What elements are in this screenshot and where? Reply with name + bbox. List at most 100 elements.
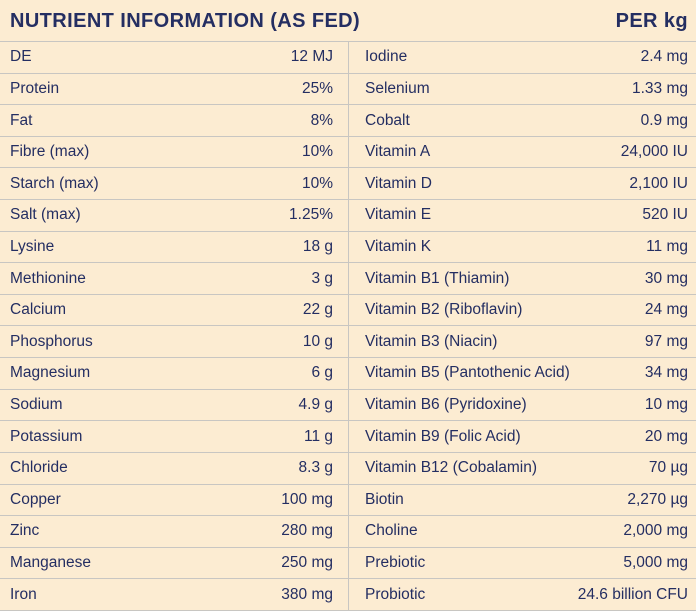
nutrient-label: Iodine <box>365 48 408 66</box>
nutrient-label: Prebiotic <box>365 554 426 572</box>
nutrient-value: 25% <box>301 79 333 97</box>
table-row: Fibre (max) 10% <box>0 137 348 169</box>
nutrient-label: Selenium <box>365 79 430 97</box>
nutrient-value: 20 mg <box>644 427 688 445</box>
table-row: Manganese 250 mg <box>0 548 348 580</box>
nutrient-label: Vitamin A <box>365 143 431 161</box>
nutrient-value: 12 MJ <box>290 48 333 66</box>
nutrient-table-right-column: Iodine 2.4 mg Selenium 1.33 mg Cobalt 0.9 mg V… <box>348 42 696 611</box>
table-row: Salt (max) 1.25% <box>0 200 348 232</box>
panel-header: NUTRIENT INFORMATION (AS FED) PER kg <box>0 0 696 41</box>
table-row: Vitamin A 24,000 IU <box>349 137 696 169</box>
nutrient-value: 8.3 g <box>298 459 333 477</box>
table-row: Iodine 2.4 mg <box>349 42 696 74</box>
nutrient-value: 1.25% <box>289 206 333 224</box>
nutrient-value: 10 g <box>302 332 333 350</box>
nutrient-value: 2,100 IU <box>629 174 688 192</box>
nutrient-value: 10% <box>301 174 333 192</box>
nutrient-table-left-column: DE 12 MJ Protein 25% Fat 8% Fibre (max) 10% Star… <box>0 42 348 611</box>
nutrient-value: 10% <box>301 143 333 161</box>
table-row: Biotin 2,270 µg <box>349 485 696 517</box>
nutrient-label: Salt (max) <box>10 206 81 224</box>
nutrient-label: Manganese <box>10 554 92 572</box>
nutrient-label: Phosphorus <box>10 332 93 350</box>
table-row: Magnesium 6 g <box>0 358 348 390</box>
nutrient-label: Choline <box>365 522 418 540</box>
table-row: Lysine 18 g <box>0 232 348 264</box>
nutrient-value: 11 g <box>303 427 333 445</box>
nutrient-label: Sodium <box>10 396 63 413</box>
nutrient-value: 1.33 mg <box>631 79 688 97</box>
nutrient-label: Biotin <box>365 490 404 508</box>
table-row: Cobalt 0.9 mg <box>349 105 696 137</box>
nutrient-value: 5,000 mg <box>623 554 688 572</box>
nutrient-label: DE <box>10 48 32 66</box>
table-row: Starch (max) 10% <box>0 168 348 201</box>
nutrient-value: 3 g <box>311 269 333 287</box>
per-kg-unit-label: PER kg <box>615 10 688 32</box>
table-row: Vitamin B3 (Niacin) 97 mg <box>349 326 696 359</box>
nutrient-value: 34 mg <box>644 364 688 382</box>
panel-title: NUTRIENT INFORMATION (AS FED) <box>10 10 361 32</box>
nutrient-value: 380 mg <box>281 585 333 603</box>
table-row: DE 12 MJ <box>0 42 348 74</box>
table-row: Vitamin B1 (Thiamin) 30 mg <box>349 263 696 295</box>
nutrient-label: Iron <box>10 585 37 603</box>
nutrient-label: Cobalt <box>365 111 410 129</box>
nutrient-value: 2,000 mg <box>623 522 688 540</box>
nutrient-label: Lysine <box>10 237 55 255</box>
nutrient-label: Fibre (max) <box>10 143 90 161</box>
nutrient-label: Vitamin B1 (Thiamin) <box>365 269 510 287</box>
table-row: Potassium 11 g <box>0 421 348 453</box>
table-row: Probiotic 24.6 billion CFU <box>349 579 696 611</box>
nutrient-value: 10 mg <box>644 396 688 413</box>
nutrient-label: Methionine <box>10 269 86 287</box>
table-row: Zinc 280 mg <box>0 516 348 548</box>
nutrient-label: Vitamin E <box>365 206 432 224</box>
nutrient-label: Vitamin D <box>365 174 432 192</box>
table-row: Vitamin D 2,100 IU <box>349 168 696 201</box>
table-row: Prebiotic 5,000 mg <box>349 548 696 580</box>
nutrient-label: Vitamin B3 (Niacin) <box>365 332 498 350</box>
nutrient-value: 2.4 mg <box>640 48 688 66</box>
table-row: Protein 25% <box>0 74 348 106</box>
table-row: Copper 100 mg <box>0 485 348 517</box>
nutrient-label: Starch (max) <box>10 174 99 192</box>
nutrient-label: Probiotic <box>365 585 426 603</box>
nutrient-value: 24.6 billion CFU <box>577 585 688 603</box>
table-row: Choline 2,000 mg <box>349 516 696 548</box>
table-row: Selenium 1.33 mg <box>349 74 696 106</box>
nutrient-label: Potassium <box>10 427 83 445</box>
nutrient-value: 2,270 µg <box>627 490 688 508</box>
nutrient-label: Vitamin B2 (Riboflavin) <box>365 301 523 319</box>
nutrient-label: Copper <box>10 490 61 508</box>
nutrient-label: Fat <box>10 111 33 129</box>
nutrient-label: Chloride <box>10 459 68 477</box>
nutrient-label: Calcium <box>10 301 66 319</box>
nutrient-label: Vitamin B12 (Cobalamin) <box>365 459 538 477</box>
nutrient-value: 70 µg <box>648 459 688 477</box>
nutrient-value: 0.9 mg <box>640 111 688 129</box>
table-row: Vitamin B6 (Pyridoxine) 10 mg <box>349 390 696 422</box>
nutrient-table: DE 12 MJ Protein 25% Fat 8% Fibre (max) 10% Star… <box>0 41 696 611</box>
table-row: Iron 380 mg <box>0 579 348 611</box>
nutrient-label: Magnesium <box>10 364 91 382</box>
nutrient-label: Vitamin B6 (Pyridoxine) <box>365 396 527 413</box>
table-row: Vitamin K 11 mg <box>349 232 696 264</box>
nutrient-value: 11 mg <box>646 237 688 255</box>
table-row: Vitamin B2 (Riboflavin) 24 mg <box>349 295 696 327</box>
table-row: Sodium 4.9 g <box>0 390 348 422</box>
table-row: Vitamin B9 (Folic Acid) 20 mg <box>349 421 696 453</box>
table-row: Fat 8% <box>0 105 348 137</box>
nutrient-value: 250 mg <box>281 554 333 572</box>
nutrient-value: 97 mg <box>644 332 688 350</box>
nutrient-value: 18 g <box>302 237 333 255</box>
table-row: Vitamin E 520 IU <box>349 200 696 232</box>
table-row: Phosphorus 10 g <box>0 326 348 359</box>
table-row: Vitamin B5 (Pantothenic Acid) 34 mg <box>349 358 696 390</box>
table-row: Calcium 22 g <box>0 295 348 327</box>
nutrient-value: 8% <box>310 111 333 129</box>
nutrient-value: 280 mg <box>281 522 333 540</box>
nutrient-label: Zinc <box>10 522 40 540</box>
